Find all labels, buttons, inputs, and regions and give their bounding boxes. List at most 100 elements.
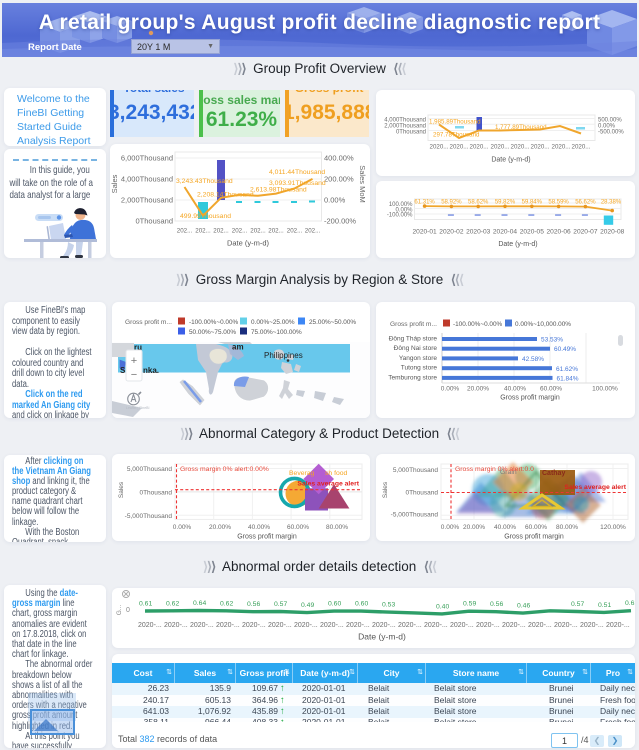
svg-text:2020...: 2020... [470, 144, 489, 151]
svg-text:2,613.98Thousand: 2,613.98Thousand [250, 187, 307, 194]
svg-text:2020-...: 2020-... [242, 622, 266, 629]
svg-text:-100.00%~0.00%: -100.00%~0.00% [189, 319, 239, 326]
svg-text:2020-...: 2020-... [606, 622, 630, 629]
svg-text:0.00%: 0.00% [173, 524, 192, 531]
svg-text:60.00%: 60.00% [525, 524, 547, 531]
svg-text:0.00%: 0.00% [395, 207, 413, 213]
svg-text:80.00%: 80.00% [556, 524, 578, 531]
svg-text:2020-03: 2020-03 [466, 229, 491, 236]
svg-text:Gross profit margin: Gross profit margin [500, 395, 560, 402]
svg-text:60.49%: 60.49% [554, 346, 576, 353]
svg-text:2,000Thousand: 2,000Thousand [121, 196, 173, 205]
svg-text:6,000Thousand: 6,000Thousand [121, 154, 173, 163]
svg-text:42.58%: 42.58% [522, 356, 544, 363]
svg-text:0.64: 0.64 [193, 600, 206, 607]
svg-text:2020-...: 2020-... [294, 622, 318, 629]
svg-text:28.38%: 28.38% [601, 200, 622, 206]
svg-text:nka.: nka. [143, 366, 159, 375]
svg-text:am: am [232, 343, 244, 352]
svg-text:2020-04: 2020-04 [493, 229, 518, 236]
svg-text:4,000Thousand: 4,000Thousand [121, 175, 173, 184]
svg-text:2020-...: 2020-... [346, 622, 370, 629]
svg-text:2020-06: 2020-06 [546, 229, 571, 236]
svg-text:56.62%: 56.62% [575, 200, 596, 206]
svg-text:0Thousand: 0Thousand [405, 489, 438, 496]
svg-text:+: + [131, 355, 137, 367]
svg-text:61.31%: 61.31% [414, 200, 435, 206]
svg-text:1,777.89Thousand: 1,777.89Thousand [495, 124, 547, 131]
svg-text:0.49: 0.49 [301, 602, 314, 609]
svg-text:202...: 202... [305, 228, 321, 235]
svg-text:40.00%: 40.00% [504, 385, 526, 392]
svg-text:0Thousand: 0Thousand [396, 130, 426, 136]
svg-text:Sales: Sales [382, 481, 389, 498]
svg-text:Yangon store: Yangon store [399, 355, 438, 362]
svg-text:2020-...: 2020-... [528, 622, 552, 629]
svg-text:0Thousand: 0Thousand [139, 489, 172, 496]
svg-text:Gross profit margin: Gross profit margin [504, 534, 564, 541]
svg-text:2020-07: 2020-07 [573, 229, 598, 236]
svg-text:297.78Thousand: 297.78Thousand [433, 132, 480, 139]
svg-text:2020-...: 2020-... [372, 622, 396, 629]
svg-text:202...: 202... [268, 228, 284, 235]
svg-text:S: S [120, 366, 126, 375]
svg-text:0.40: 0.40 [436, 603, 449, 610]
svg-text:499.99Thousand: 499.99Thousand [180, 213, 231, 220]
svg-text:59.84%: 59.84% [522, 200, 543, 206]
svg-text:120.00%: 120.00% [600, 524, 626, 531]
svg-text:-500.00%: -500.00% [598, 130, 624, 136]
svg-text:Sales average alert: Sales average alert [297, 481, 359, 488]
svg-text:0.60: 0.60 [355, 601, 368, 608]
svg-text:0.00%: 0.00% [598, 123, 616, 129]
svg-text:2020-...: 2020-... [138, 622, 162, 629]
svg-text:200.00%: 200.00% [324, 175, 354, 184]
svg-text:Date (y-m-d): Date (y-m-d) [358, 632, 406, 642]
svg-text:202...: 202... [213, 228, 229, 235]
svg-text:0.51: 0.51 [598, 602, 611, 609]
svg-text:-100.00%: -100.00% [387, 213, 413, 219]
svg-text:0.62: 0.62 [166, 600, 179, 607]
svg-text:2020-...: 2020-... [476, 622, 500, 629]
svg-text:2020-...: 2020-... [580, 622, 604, 629]
svg-text:2020...: 2020... [572, 144, 591, 151]
svg-text:0.56: 0.56 [490, 601, 503, 608]
svg-text:0.00%: 0.00% [441, 524, 460, 531]
svg-text:2020-...: 2020-... [320, 622, 344, 629]
svg-text:ru: ru [134, 343, 142, 352]
svg-text:400.00%: 400.00% [324, 154, 354, 163]
svg-text:Gross profit margin: Gross profit margin [237, 534, 297, 541]
svg-text:0Thousand: 0Thousand [135, 217, 173, 226]
svg-text:Gross margin 0% alert:0.00%: Gross margin 0% alert:0.00% [180, 466, 269, 473]
svg-text:2020...: 2020... [531, 144, 550, 151]
svg-text:Leaflet | FineBI: Leaflet | FineBI [126, 406, 150, 410]
svg-text:0.53: 0.53 [382, 602, 395, 609]
svg-text:75.00%~100.00%: 75.00%~100.00% [251, 329, 302, 336]
svg-text:Philippines: Philippines [264, 351, 303, 360]
svg-text:60.00%: 60.00% [540, 385, 562, 392]
svg-text:Beverag: Beverag [289, 470, 315, 477]
svg-text:G...: G... [116, 605, 123, 616]
svg-text:0.56: 0.56 [247, 601, 260, 608]
svg-text:2020-...: 2020-... [450, 622, 474, 629]
svg-text:59.82%: 59.82% [495, 200, 516, 206]
svg-text:Grain: Grain [500, 469, 517, 476]
svg-text:53.53%: 53.53% [541, 337, 563, 344]
svg-text:2020-01: 2020-01 [412, 229, 437, 236]
svg-text:202...: 202... [250, 228, 266, 235]
svg-text:4,000Thousand: 4,000Thousand [384, 118, 426, 124]
svg-text:2020...: 2020... [552, 144, 571, 151]
svg-text:0.00%: 0.00% [324, 196, 346, 205]
svg-text:202...: 202... [177, 228, 193, 235]
svg-text:0.00%~10,000.00%: 0.00%~10,000.00% [515, 321, 571, 328]
svg-text:4,011.44Thousand: 4,011.44Thousand [269, 169, 325, 176]
svg-text:Tutong store: Tutong store [401, 365, 438, 372]
svg-text:Temburong store: Temburong store [388, 374, 437, 381]
svg-text:2020-...: 2020-... [554, 622, 578, 629]
svg-text:1,985.89Thousand: 1,985.89Thousand [429, 119, 481, 126]
svg-text:2020...: 2020... [450, 144, 469, 151]
svg-text:2020...: 2020... [430, 144, 449, 151]
svg-text:Date (y-m-d): Date (y-m-d) [498, 241, 537, 248]
svg-text:2020-08: 2020-08 [600, 229, 625, 236]
svg-text:2020-...: 2020-... [424, 622, 448, 629]
svg-text:Sales MoM: Sales MoM [358, 165, 367, 203]
